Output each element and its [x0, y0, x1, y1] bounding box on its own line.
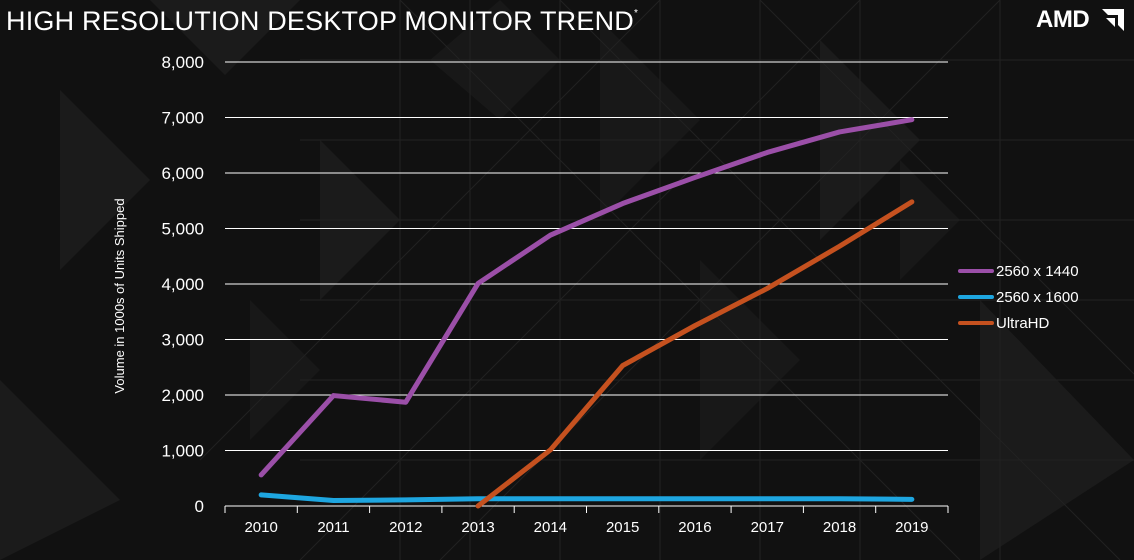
legend-item-2560x1440: 2560 x 1440: [958, 258, 1079, 284]
data-point: [548, 496, 553, 501]
data-point: [692, 175, 698, 180]
amd-arrow-icon: [1102, 9, 1124, 31]
data-point: [620, 201, 625, 206]
data-point: [331, 498, 336, 503]
slide-title-text: HIGH RESOLUTION DESKTOP MONITOR TREND: [6, 6, 634, 36]
data-point: [765, 150, 770, 155]
y-tick-label: 3,000: [161, 331, 204, 350]
legend-label-2560x1440: 2560 x 1440: [996, 262, 1079, 280]
y-tick-label: 2,000: [161, 386, 204, 405]
x-tick-label: 2018: [823, 519, 856, 536]
y-axis-ticks: 0 1,000 2,000 3,000 4,000 5,000 6,000 7,000 8,00…: [161, 53, 204, 516]
legend-item-2560x1600: 2560 x 1600: [958, 284, 1079, 310]
x-tick-label: 2013: [461, 519, 494, 536]
legend-swatch-ultrahd: [958, 321, 994, 325]
legend-label-2560x1600: 2560 x 1600: [996, 288, 1079, 306]
data-point: [692, 323, 698, 328]
y-tick-label: 4,000: [161, 275, 204, 294]
y-tick-label: 0: [195, 497, 204, 516]
y-tick-label: 5,000: [161, 220, 204, 239]
data-point: [909, 199, 915, 205]
y-axis-label: Volume in 1000s of Units Shipped: [112, 198, 127, 393]
data-point: [765, 496, 770, 501]
amd-logo: AMD: [1036, 6, 1090, 33]
x-axis-ticks: 2010 2011 2012 2013 2014 2015 2016 2017 2018 2019: [244, 519, 928, 536]
data-point: [331, 393, 336, 398]
series-line-2560x1600: [258, 492, 915, 503]
legend-label-ultrahd: UltraHD: [996, 314, 1050, 332]
data-point: [258, 472, 264, 478]
x-tick-label: 2010: [244, 519, 277, 536]
data-point: [258, 492, 264, 498]
data-point: [403, 400, 408, 405]
x-tick-label: 2011: [317, 519, 349, 536]
x-tick-label: 2019: [895, 519, 928, 536]
series-lines: [258, 117, 915, 509]
y-tick-label: 6,000: [161, 164, 204, 183]
x-tick-label: 2014: [534, 519, 567, 536]
legend-swatch-2560x1600: [958, 295, 994, 299]
data-point: [620, 496, 625, 501]
chart-legend: 2560 x 1440 2560 x 1600 UltraHD: [958, 258, 1079, 336]
data-point: [548, 447, 553, 453]
legend-swatch-2560x1440: [958, 269, 994, 273]
data-point: [765, 286, 770, 291]
series-line-ultrahd: [475, 199, 915, 509]
data-point: [475, 496, 481, 501]
series-line-2560x1440: [258, 117, 915, 478]
x-tick-label: 2016: [678, 519, 711, 536]
data-point: [475, 281, 481, 286]
data-point: [548, 232, 553, 238]
x-tick-label: 2012: [389, 519, 422, 536]
legend-item-ultrahd: UltraHD: [958, 310, 1079, 336]
x-tick-label: 2017: [751, 519, 784, 536]
data-point: [909, 117, 915, 122]
slide-title: HIGH RESOLUTION DESKTOP MONITOR TREND*: [6, 6, 638, 37]
data-point: [403, 497, 408, 503]
data-point: [837, 129, 842, 135]
data-point: [837, 496, 842, 501]
data-point: [909, 497, 915, 502]
data-point: [837, 244, 842, 249]
y-tick-label: 7,000: [161, 109, 204, 128]
x-tick-label: 2015: [606, 519, 639, 536]
y-tick-label: 8,000: [161, 53, 204, 72]
slide-title-footnote-mark: *: [634, 8, 639, 19]
data-point: [620, 363, 625, 368]
data-point: [692, 496, 698, 501]
y-tick-label: 1,000: [161, 442, 204, 461]
grid-lines: [224, 61, 949, 513]
data-point: [475, 503, 481, 509]
